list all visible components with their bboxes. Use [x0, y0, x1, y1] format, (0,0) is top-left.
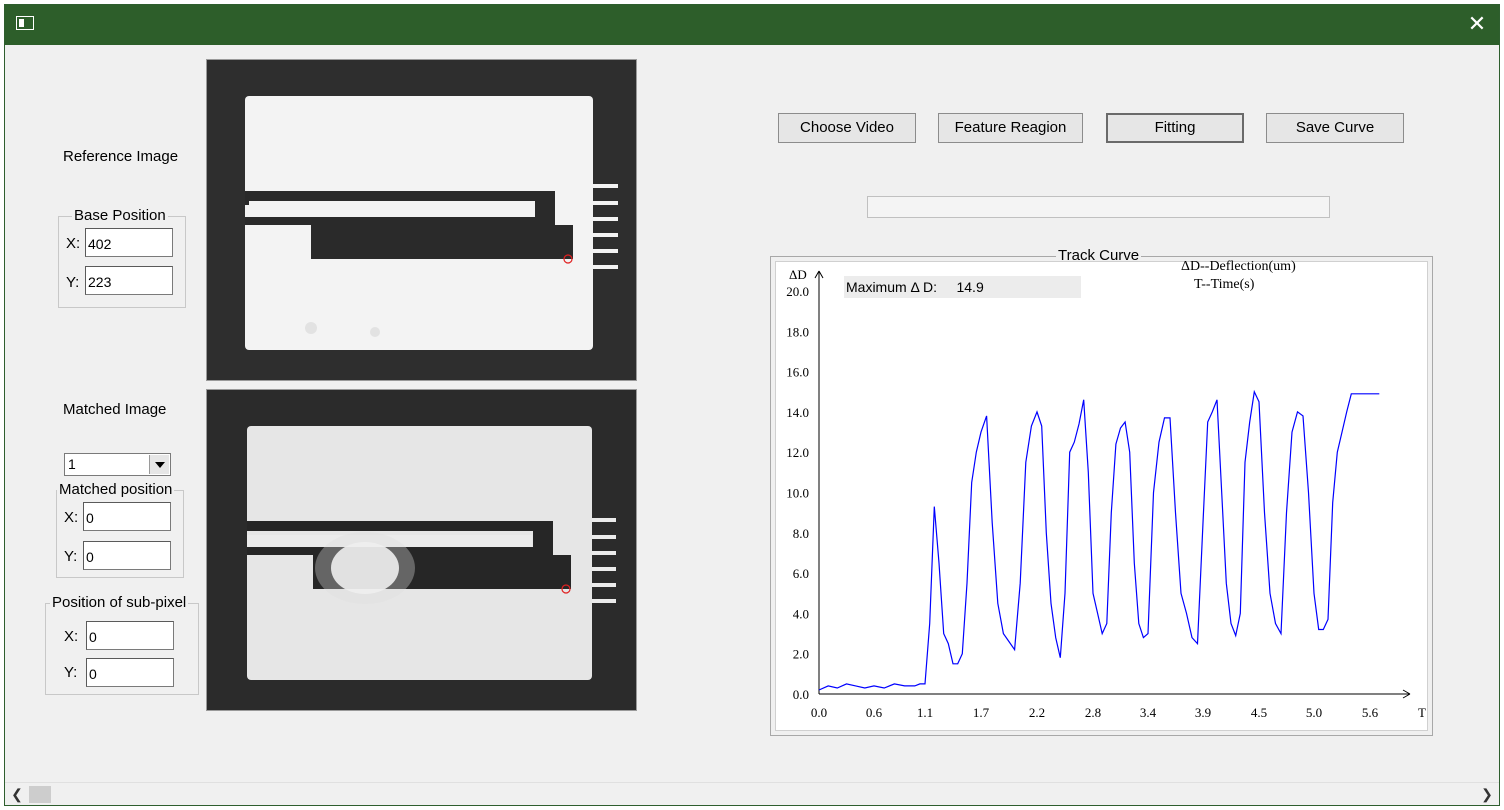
x-tick-label: 5.0 — [1306, 705, 1322, 720]
base-y-label: Y: — [66, 274, 80, 291]
subpixel-x-label: X: — [64, 628, 79, 645]
reference-image — [206, 59, 637, 381]
y-axis-arrow — [814, 270, 824, 279]
x-tick-label: 4.5 — [1251, 705, 1267, 720]
base-position-group: Base Position X: Y: — [58, 207, 186, 308]
matched-x-label: X: — [64, 509, 79, 526]
y-tick-label: 12.0 — [786, 445, 809, 460]
y-tick-label: 14.0 — [786, 405, 809, 420]
y-tick-label: 10.0 — [786, 486, 809, 501]
main-window: ✕ Reference Image Base Position X: Y: Ma… — [4, 4, 1500, 806]
scroll-thumb[interactable] — [29, 786, 51, 803]
app-icon — [16, 16, 34, 30]
frame-select-value: 1 — [68, 456, 76, 472]
progress-bar — [867, 196, 1330, 218]
x-tick-label: 1.7 — [973, 705, 990, 720]
y-tick-label: 8.0 — [793, 526, 809, 541]
track-curve-title: Track Curve — [1056, 247, 1142, 264]
matched-image-render — [207, 390, 636, 710]
legend-time: T--Time(s) — [1194, 277, 1255, 292]
frame-select[interactable]: 1 — [64, 453, 171, 476]
y-axis-label: ΔD — [789, 267, 807, 282]
matched-image — [206, 389, 637, 711]
x-axis-arrow — [1402, 689, 1411, 699]
feature-region-button[interactable]: Feature Reagion — [938, 113, 1083, 143]
subpixel-position-group: Position of sub-pixel X: Y: — [45, 594, 199, 695]
deflection-series-line — [818, 389, 1380, 691]
subpixel-y-label: Y: — [64, 664, 78, 681]
x-tick-label: 2.2 — [1029, 705, 1045, 720]
maximum-readout: Maximum Δ D: 14.9 — [844, 276, 1081, 298]
x-tick-label: 0.6 — [866, 705, 883, 720]
x-axis-label: T — [1418, 705, 1426, 720]
base-x-field[interactable] — [85, 228, 173, 257]
track-curve-chart: 0.0 2.0 4.0 6.0 8.0 10.0 12.0 14.0 16.0 18.0 20.0 0… — [786, 267, 1426, 720]
y-tick-label: 16.0 — [786, 365, 809, 380]
scroll-left-arrow-icon[interactable]: ❮ — [11, 786, 23, 802]
x-tick-label: 5.6 — [1362, 705, 1379, 720]
x-tick-label: 2.8 — [1085, 705, 1101, 720]
reference-image-render — [207, 60, 636, 380]
x-tick-label: 1.1 — [917, 705, 933, 720]
y-tick-label: 2.0 — [793, 647, 809, 662]
y-tick-label: 0.0 — [793, 687, 809, 702]
matched-y-field[interactable] — [83, 541, 171, 570]
maximum-label: Maximum Δ D: — [846, 279, 938, 295]
y-tick-label: 6.0 — [793, 566, 809, 581]
y-tick-label: 4.0 — [793, 606, 809, 621]
subpixel-position-title: Position of sub-pixel — [50, 594, 189, 611]
base-y-field[interactable] — [85, 266, 173, 295]
maximum-value: 14.9 — [956, 279, 984, 295]
save-curve-button[interactable]: Save Curve — [1266, 113, 1404, 143]
matched-x-field[interactable] — [83, 502, 171, 531]
y-tick-label: 20.0 — [786, 284, 809, 299]
matched-position-title: Matched position — [57, 481, 175, 498]
subpixel-y-field[interactable] — [86, 658, 174, 687]
title-bar: ✕ — [5, 5, 1499, 45]
horizontal-scrollbar[interactable]: ❮ ❯ — [5, 782, 1499, 805]
chevron-down-icon[interactable] — [149, 455, 169, 474]
legend-deflection: ΔD--Deflection(um) — [1181, 259, 1296, 274]
matched-position-group: Matched position X: Y: — [56, 481, 184, 578]
scroll-right-arrow-icon[interactable]: ❯ — [1481, 786, 1493, 802]
base-position-title: Base Position — [72, 207, 168, 224]
x-tick-label: 0.0 — [811, 705, 827, 720]
matched-image-label: Matched Image — [63, 401, 167, 418]
subpixel-x-field[interactable] — [86, 621, 174, 650]
choose-video-button[interactable]: Choose Video — [778, 113, 916, 143]
fitting-button[interactable]: Fitting — [1106, 113, 1244, 143]
base-x-label: X: — [66, 235, 81, 252]
x-tick-label: 3.9 — [1195, 705, 1211, 720]
reference-image-label: Reference Image — [63, 148, 179, 165]
y-tick-label: 18.0 — [786, 324, 809, 339]
x-tick-label: 3.4 — [1140, 705, 1157, 720]
chart-area — [775, 261, 1428, 731]
matched-y-label: Y: — [64, 548, 78, 565]
close-button[interactable]: ✕ — [1467, 12, 1487, 37]
